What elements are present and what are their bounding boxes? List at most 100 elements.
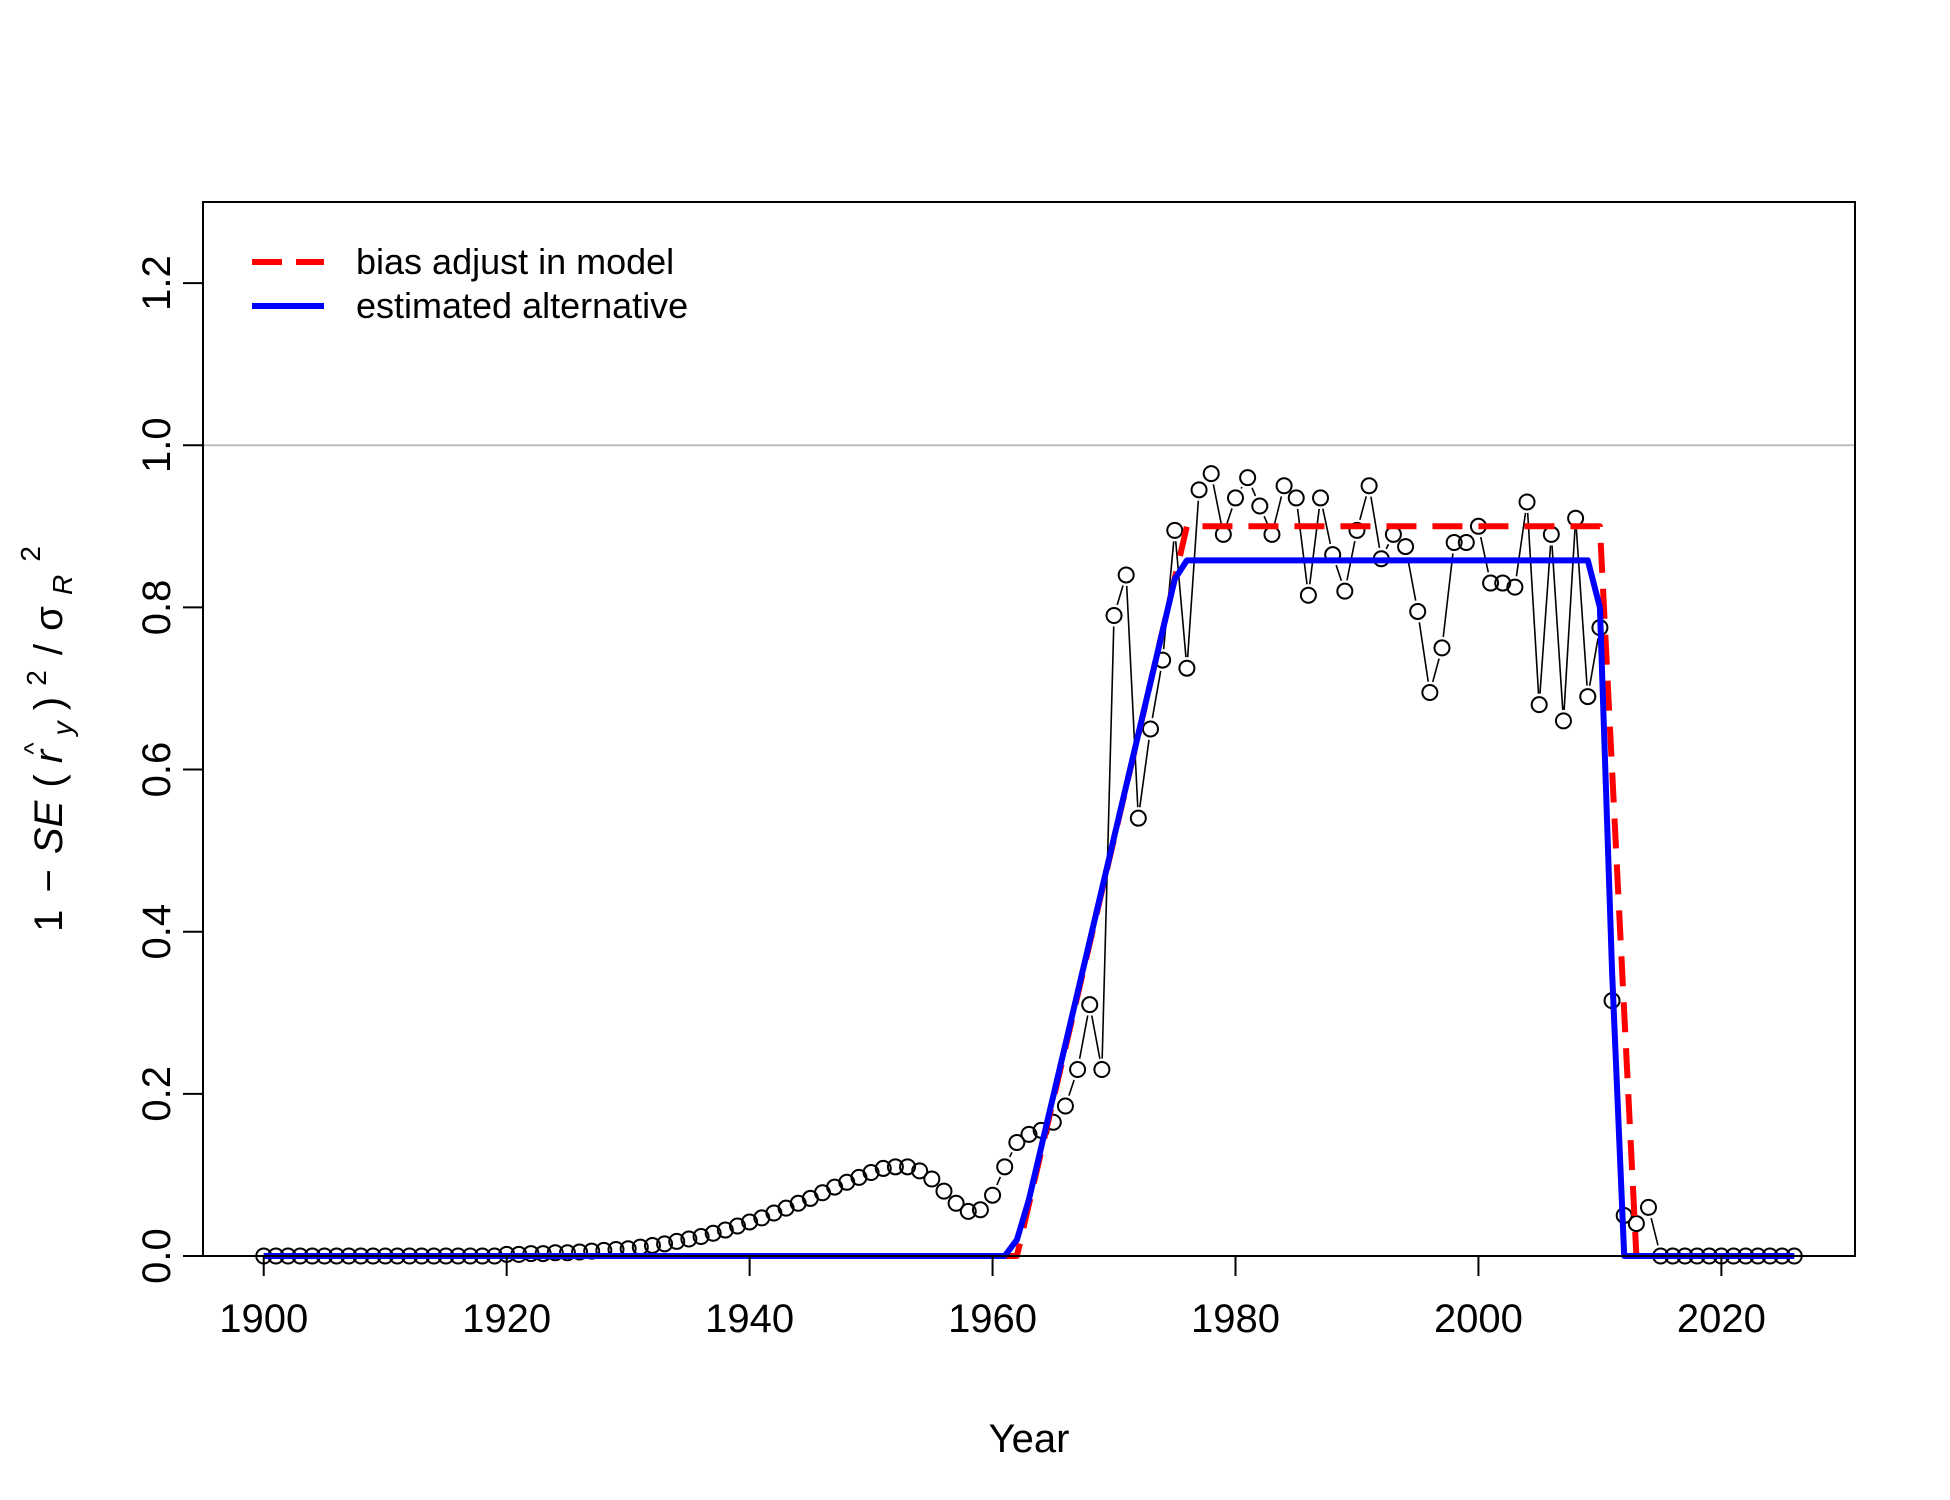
data-point <box>1105 606 1123 624</box>
data-point <box>1166 521 1184 539</box>
point-connector <box>1370 496 1381 549</box>
data-point <box>1081 996 1099 1014</box>
svg-text:1 − SE (: 1 − SE ( r ^ y ) 2 / σ R 2 <box>7 546 81 932</box>
data-point <box>1117 566 1135 584</box>
data-point <box>971 1201 989 1219</box>
point-connector <box>1101 626 1115 1059</box>
data-point <box>1129 809 1147 827</box>
data-point <box>1530 696 1548 714</box>
x-tick-label: 1960 <box>948 1297 1037 1341</box>
point-connector <box>1650 1217 1659 1246</box>
point-connector <box>1212 484 1222 524</box>
data-point <box>874 1159 892 1177</box>
point-connector <box>1479 536 1490 573</box>
y-tick-label: 1.2 <box>135 255 179 311</box>
point-connector <box>1008 1151 1013 1158</box>
data-point <box>1336 582 1354 600</box>
x-tick-label: 1940 <box>705 1297 794 1341</box>
y-tick-label: 0.8 <box>135 580 179 636</box>
data-point <box>1579 688 1597 706</box>
point-connector <box>1139 739 1150 808</box>
ylabel-open: ( <box>27 774 71 788</box>
data-point <box>692 1228 710 1246</box>
data-point <box>1275 477 1293 495</box>
data-point <box>862 1163 880 1181</box>
data-point <box>959 1202 977 1220</box>
data-point <box>1640 1198 1657 1216</box>
point-connector <box>1273 496 1283 524</box>
point-connector <box>1359 496 1367 520</box>
y-tick-label: 0.4 <box>135 904 179 960</box>
x-tick-label: 2000 <box>1434 1297 1523 1341</box>
point-connector <box>1322 508 1332 545</box>
point-connector <box>1125 585 1139 808</box>
ylabel-r: r <box>27 748 71 763</box>
data-point <box>911 1162 929 1180</box>
data-point <box>1069 1061 1087 1079</box>
point-connector <box>1385 543 1390 550</box>
data-point <box>923 1170 941 1188</box>
data-point <box>1494 574 1512 592</box>
data-point <box>1312 489 1330 507</box>
ylabel-se: SE <box>27 799 71 854</box>
data-point <box>1397 538 1415 556</box>
point-connector <box>1588 638 1599 686</box>
point-connector <box>1116 585 1124 606</box>
data-point <box>1554 712 1572 730</box>
y-axis: 0.0 0.2 0.4 0.6 0.8 1.0 1.2 <box>135 255 204 1284</box>
point-connector <box>1442 553 1454 638</box>
point-connector <box>1515 512 1527 577</box>
data-point <box>935 1182 953 1200</box>
data-point <box>1518 493 1536 511</box>
data-point <box>680 1230 698 1248</box>
data-point <box>1251 497 1269 515</box>
x-axis-title: Year <box>989 1417 1070 1461</box>
legend-label: estimated alternative <box>356 285 688 326</box>
data-point <box>656 1235 674 1253</box>
ylabel-r-sub: R <box>47 575 78 595</box>
x-axis: 1900 1920 1940 1960 1980 2000 2020 <box>219 1255 1766 1341</box>
data-point <box>947 1194 965 1212</box>
data-point <box>1457 534 1475 552</box>
x-tick-label: 2020 <box>1677 1297 1766 1341</box>
series-lines <box>263 523 1795 1259</box>
data-point <box>728 1217 746 1235</box>
data-point <box>1056 1097 1074 1115</box>
data-point <box>1093 1061 1111 1079</box>
point-connector <box>1186 500 1200 658</box>
ylabel-hat: ^ <box>18 742 48 755</box>
point-connector <box>1539 545 1552 694</box>
y-tick-label: 0.0 <box>135 1228 179 1284</box>
data-point <box>1227 489 1244 507</box>
data-point <box>1421 684 1439 702</box>
point-connector <box>1226 508 1233 525</box>
data-points <box>255 465 1803 1265</box>
ylabel-slash: / <box>27 643 71 655</box>
point-connector <box>1308 508 1320 585</box>
data-point <box>1190 481 1208 499</box>
data-point <box>643 1236 661 1254</box>
data-point <box>1445 534 1463 552</box>
data-point <box>1239 469 1257 487</box>
data-point <box>1141 720 1159 738</box>
ylabel-sq2: 2 <box>15 546 46 562</box>
y-tick-label: 0.2 <box>135 1066 179 1122</box>
point-connector <box>1174 541 1187 658</box>
point-connector <box>996 1176 1002 1186</box>
data-point <box>1020 1125 1038 1143</box>
y-tick-label: 0.6 <box>135 742 179 798</box>
point-connector <box>1263 515 1269 525</box>
data-point <box>558 1244 576 1262</box>
data-point <box>1348 521 1366 539</box>
data-point <box>1008 1133 1026 1151</box>
data-point <box>1627 1215 1645 1233</box>
data-point <box>886 1158 904 1176</box>
point-connector <box>1551 545 1564 710</box>
data-point <box>996 1158 1014 1176</box>
data-point <box>741 1213 759 1231</box>
ylabel-y-sub: y <box>47 719 78 737</box>
x-tick-label: 1980 <box>1191 1297 1280 1341</box>
legend-label: bias adjust in model <box>356 241 674 282</box>
x-tick-label: 1920 <box>462 1297 551 1341</box>
